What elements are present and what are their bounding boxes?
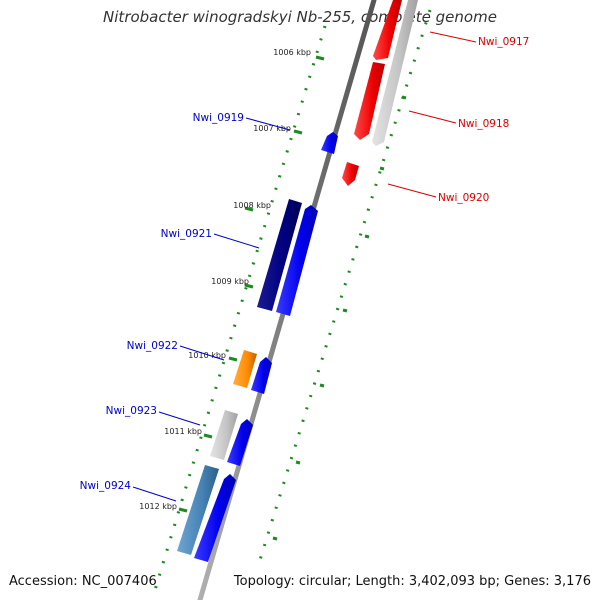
leader-nwi-0918 (408, 110, 457, 124)
genome-summary-footer: Topology: circular; Length: 3,402,093 bp… (233, 574, 591, 589)
gene-nwi-0920-arrow[interactable] (342, 162, 359, 186)
leader-nwi-0921 (213, 233, 260, 249)
tick-track-right (258, 9, 432, 561)
gene-nwi-0919-arrow[interactable] (321, 132, 338, 154)
gene-label-nwi-0924[interactable]: Nwi_0924 (80, 480, 132, 492)
gene-nwi-0921-arrow[interactable] (276, 205, 318, 316)
gene-nwi-0922-arrow[interactable] (251, 357, 272, 394)
leader-nwi-0917 (429, 31, 477, 43)
gene-nwi-0924-arrow[interactable] (194, 474, 236, 562)
gene-nwi-0923-arrow[interactable] (227, 419, 253, 466)
gene-nwi-0921-partner[interactable] (257, 199, 302, 311)
gene-nwi-0923-partner[interactable] (210, 410, 238, 460)
kbp-label-1011: 1011 kbp (164, 427, 202, 436)
gene-label-nwi-0923[interactable]: Nwi_0923 (106, 405, 157, 417)
leader-nwi-0919 (245, 117, 291, 131)
right-track-dashes (272, 95, 407, 541)
leader-nwi-0920 (387, 183, 437, 198)
gene-label-nwi-0920[interactable]: Nwi_0920 (438, 192, 489, 204)
gene-nwi-0917-arrow[interactable] (373, 0, 402, 60)
kbp-ticks (178, 55, 325, 513)
gene-label-nwi-0922[interactable]: Nwi_0922 (127, 340, 178, 352)
leader-nwi-0923 (158, 411, 201, 426)
kbp-label-1010: 1010 kbp (188, 351, 226, 360)
kbp-label-1008: 1008 kbp (233, 201, 271, 210)
leader-nwi-0922 (179, 345, 225, 361)
kbp-label-1007: 1007 kbp (253, 124, 291, 133)
kbp-label-1012: 1012 kbp (139, 502, 177, 511)
kbp-label-1009: 1009 kbp (211, 277, 249, 286)
gene-label-nwi-0917[interactable]: Nwi_0917 (478, 36, 529, 48)
tick-track-left (153, 25, 327, 591)
gene-label-nwi-0918[interactable]: Nwi_0918 (458, 118, 509, 130)
gene-nwi-0918-arrow[interactable] (354, 62, 385, 140)
gene-nwi-0917-partner[interactable] (372, 0, 418, 146)
leader-nwi-0924 (132, 486, 177, 502)
gene-nwi-0924-partner[interactable] (177, 465, 219, 555)
kbp-label-1006: 1006 kbp (273, 48, 311, 57)
gene-label-nwi-0921[interactable]: Nwi_0921 (161, 228, 212, 240)
accession-footer: Accession: NC_007406 (9, 574, 157, 589)
gene-nwi-0922-partner[interactable] (233, 350, 257, 388)
gene-label-nwi-0919[interactable]: Nwi_0919 (193, 112, 244, 124)
